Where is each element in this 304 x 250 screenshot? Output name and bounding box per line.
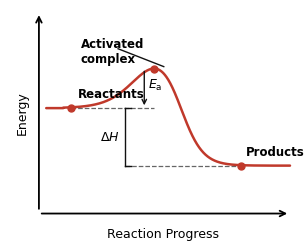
- Text: Reactants: Reactants: [78, 88, 145, 101]
- Text: Activated
complex: Activated complex: [81, 38, 144, 66]
- Text: Products: Products: [246, 145, 304, 158]
- Text: $\Delta H$: $\Delta H$: [100, 131, 120, 144]
- Text: Energy: Energy: [16, 91, 28, 134]
- Text: Reaction Progress: Reaction Progress: [107, 227, 219, 240]
- Text: $E_\mathrm{a}$: $E_\mathrm{a}$: [148, 78, 162, 93]
